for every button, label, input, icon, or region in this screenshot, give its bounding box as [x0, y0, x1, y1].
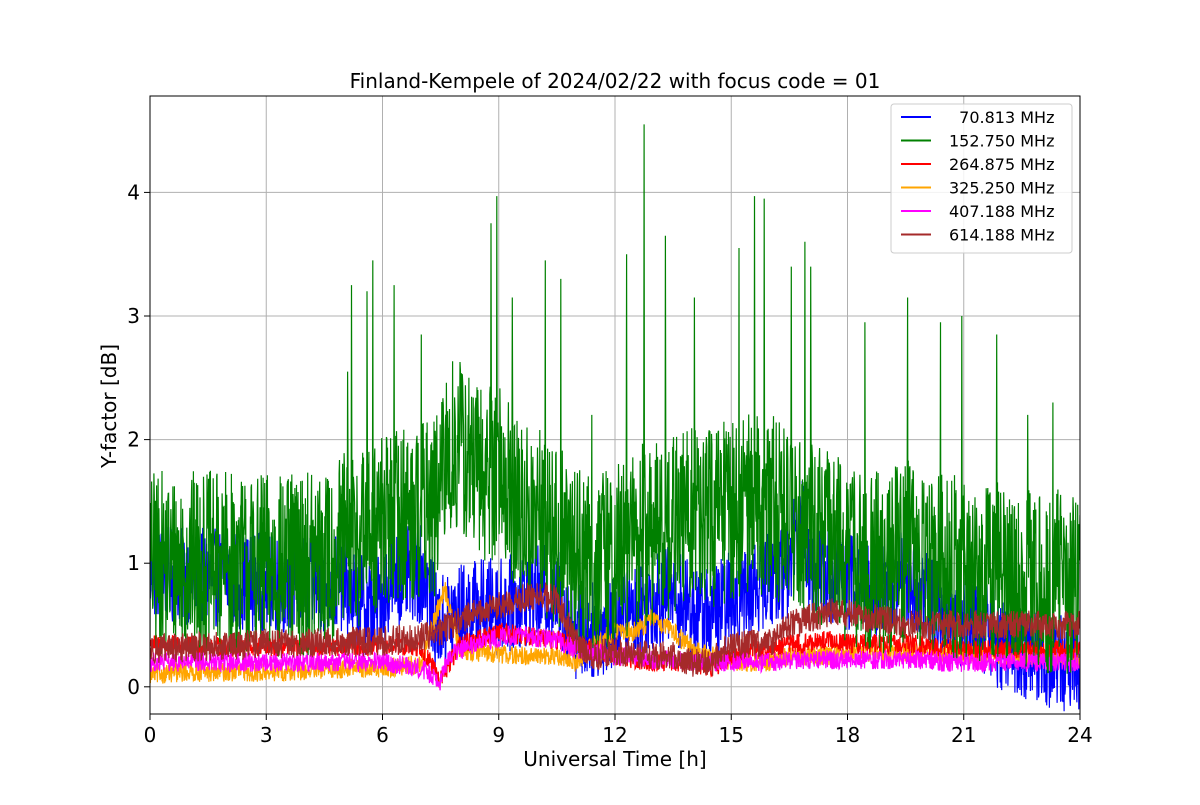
x-tick-label: 0 [144, 723, 157, 747]
x-axis-label: Universal Time [h] [523, 747, 706, 771]
legend-entry-label: 70.813 MHz [949, 108, 1054, 127]
series-line-4 [150, 625, 1080, 691]
x-tick-label: 9 [492, 723, 505, 747]
y-tick-label: 4 [127, 180, 140, 204]
x-tick-label: 15 [719, 723, 744, 747]
y-tick-label: 0 [127, 675, 140, 699]
legend: 70.813 MHz 152.750 MHz 264.875 MHz 325.250 … [890, 103, 1073, 254]
y-tick-label: 1 [127, 551, 140, 575]
x-axis: 0 3 6 9 12 15 18 21 24 [144, 714, 1093, 747]
legend-box [890, 103, 1073, 254]
x-tick-label: 6 [376, 723, 389, 747]
series-line-5 [150, 582, 1080, 677]
x-tick-label: 3 [260, 723, 273, 747]
legend-entry-label: 152.750 MHz [949, 132, 1054, 151]
x-tick-label: 18 [835, 723, 860, 747]
y-tick-label: 3 [127, 304, 140, 328]
plot-area [150, 124, 1080, 712]
legend-entry-label: 325.250 MHz [949, 179, 1054, 198]
x-tick-label: 12 [602, 723, 627, 747]
y-axis-label: Y-factor [dB] [97, 344, 121, 469]
x-tick-label: 21 [951, 723, 976, 747]
chart-title: Finland-Kempele of 2024/02/22 with focus… [350, 69, 881, 93]
legend-entry-label: 407.188 MHz [949, 202, 1054, 221]
series-line-1 [150, 124, 1080, 674]
y-axis: 0 1 2 3 4 [127, 180, 150, 699]
x-tick-label: 24 [1067, 723, 1092, 747]
y-tick-label: 2 [127, 428, 140, 452]
legend-entry-label: 264.875 MHz [949, 155, 1054, 174]
legend-entry-label: 614.188 MHz [949, 226, 1054, 245]
